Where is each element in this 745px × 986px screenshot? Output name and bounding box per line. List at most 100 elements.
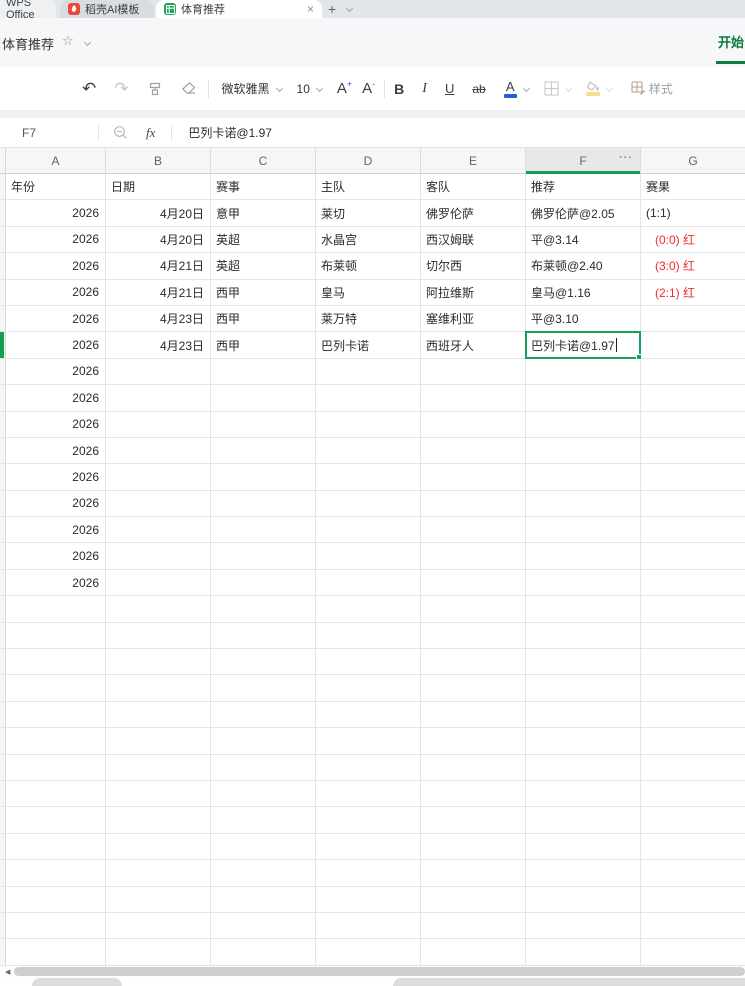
cell[interactable]: [421, 596, 526, 623]
cell[interactable]: [526, 886, 641, 913]
active-cell[interactable]: 巴列卡诺@1.97: [525, 331, 642, 360]
column-header-g[interactable]: G: [688, 154, 698, 168]
cell[interactable]: 日期: [106, 174, 211, 201]
cell[interactable]: [316, 596, 421, 623]
cell[interactable]: 2026: [6, 358, 106, 386]
cell[interactable]: 阿拉维斯: [421, 279, 526, 306]
cell[interactable]: [316, 912, 421, 940]
cell[interactable]: [211, 728, 316, 755]
row-header[interactable]: [0, 174, 6, 201]
cell[interactable]: [641, 306, 745, 333]
cell[interactable]: [316, 411, 421, 438]
cell[interactable]: [106, 543, 211, 570]
cell[interactable]: [641, 543, 745, 570]
cell[interactable]: [641, 517, 745, 544]
cell[interactable]: [316, 490, 421, 518]
cell[interactable]: [421, 543, 526, 570]
row-header[interactable]: [0, 675, 6, 702]
cell[interactable]: [316, 385, 421, 412]
row-header[interactable]: [0, 754, 6, 781]
cell[interactable]: [211, 490, 316, 518]
cell[interactable]: [526, 833, 641, 861]
cell[interactable]: [641, 913, 745, 940]
cell[interactable]: [316, 807, 421, 834]
cell-styles-icon[interactable]: [631, 81, 646, 96]
cell[interactable]: 2026: [6, 200, 106, 227]
cell[interactable]: [316, 939, 421, 966]
cell[interactable]: [106, 833, 211, 861]
cell[interactable]: [421, 833, 526, 861]
cell[interactable]: [106, 569, 211, 597]
cell[interactable]: [421, 780, 526, 808]
cell[interactable]: [421, 728, 526, 755]
cell[interactable]: [106, 490, 211, 518]
cell[interactable]: [421, 411, 526, 438]
row-header[interactable]: [0, 596, 6, 623]
cell[interactable]: 2026: [6, 226, 106, 254]
cell[interactable]: 2026: [6, 490, 106, 518]
format-painter-icon[interactable]: [147, 81, 163, 97]
horizontal-scrollbar-thumb[interactable]: [14, 967, 745, 976]
font-size-chevron-icon[interactable]: [316, 85, 323, 92]
cell[interactable]: [316, 780, 421, 808]
cell[interactable]: [211, 649, 316, 676]
cell[interactable]: [106, 701, 211, 729]
increase-font-size-button[interactable]: A +: [336, 78, 353, 98]
eraser-icon[interactable]: [181, 81, 198, 96]
column-header-a[interactable]: A: [6, 148, 106, 174]
zoom-out-icon[interactable]: [113, 125, 128, 140]
cell[interactable]: [526, 517, 641, 544]
cell[interactable]: 英超: [211, 226, 316, 254]
fill-handle[interactable]: [636, 353, 642, 360]
font-name-chevron-icon[interactable]: [275, 85, 283, 92]
select-all-corner[interactable]: [0, 148, 6, 174]
cell[interactable]: 水晶宫: [316, 226, 421, 254]
cell[interactable]: 佛罗伦萨@2.05: [526, 200, 641, 227]
cell[interactable]: [421, 517, 526, 544]
cell[interactable]: [526, 622, 641, 650]
cell[interactable]: 赛事: [211, 174, 316, 201]
cell[interactable]: [316, 860, 421, 887]
cell[interactable]: [211, 886, 316, 913]
cell[interactable]: [106, 596, 211, 623]
row-header[interactable]: [0, 728, 6, 755]
cell[interactable]: [641, 939, 745, 966]
cell[interactable]: [316, 649, 421, 676]
cell[interactable]: [316, 833, 421, 861]
cell[interactable]: [106, 675, 211, 702]
cell[interactable]: [641, 596, 745, 623]
row-header[interactable]: [0, 860, 6, 887]
cell[interactable]: [641, 359, 745, 386]
cell[interactable]: (3:0) 红: [641, 253, 745, 280]
cell[interactable]: [106, 886, 211, 913]
cell[interactable]: [316, 728, 421, 755]
title-chevron-down-icon[interactable]: [84, 39, 91, 46]
cell[interactable]: [106, 860, 211, 887]
cell[interactable]: [641, 834, 745, 861]
cell[interactable]: [641, 781, 745, 808]
cell[interactable]: [641, 807, 745, 834]
formula-bar-value[interactable]: 巴列卡诺@1.97: [188, 126, 272, 140]
cell[interactable]: 赛果: [641, 174, 745, 201]
cell[interactable]: 2026: [6, 464, 106, 491]
strikethrough-button[interactable]: ab: [472, 81, 486, 96]
cell[interactable]: 2026: [6, 411, 106, 438]
cell[interactable]: [421, 807, 526, 834]
cell[interactable]: [211, 437, 316, 465]
cell[interactable]: [6, 622, 106, 650]
cell[interactable]: [641, 675, 745, 702]
cell[interactable]: [641, 332, 745, 359]
row-header[interactable]: [0, 279, 6, 306]
cell[interactable]: 意甲: [211, 200, 316, 227]
cell-name-box[interactable]: F7: [22, 125, 37, 140]
cell[interactable]: [211, 807, 316, 834]
cell[interactable]: 2026: [6, 332, 106, 359]
cell[interactable]: 2026: [6, 279, 106, 306]
cell-styles-label[interactable]: 样式: [648, 82, 673, 96]
row-header[interactable]: [0, 226, 6, 254]
cell[interactable]: [106, 358, 211, 386]
cell[interactable]: 巴列卡诺: [316, 332, 421, 359]
cell[interactable]: [106, 912, 211, 940]
cell[interactable]: [526, 649, 641, 676]
cell[interactable]: [106, 728, 211, 755]
